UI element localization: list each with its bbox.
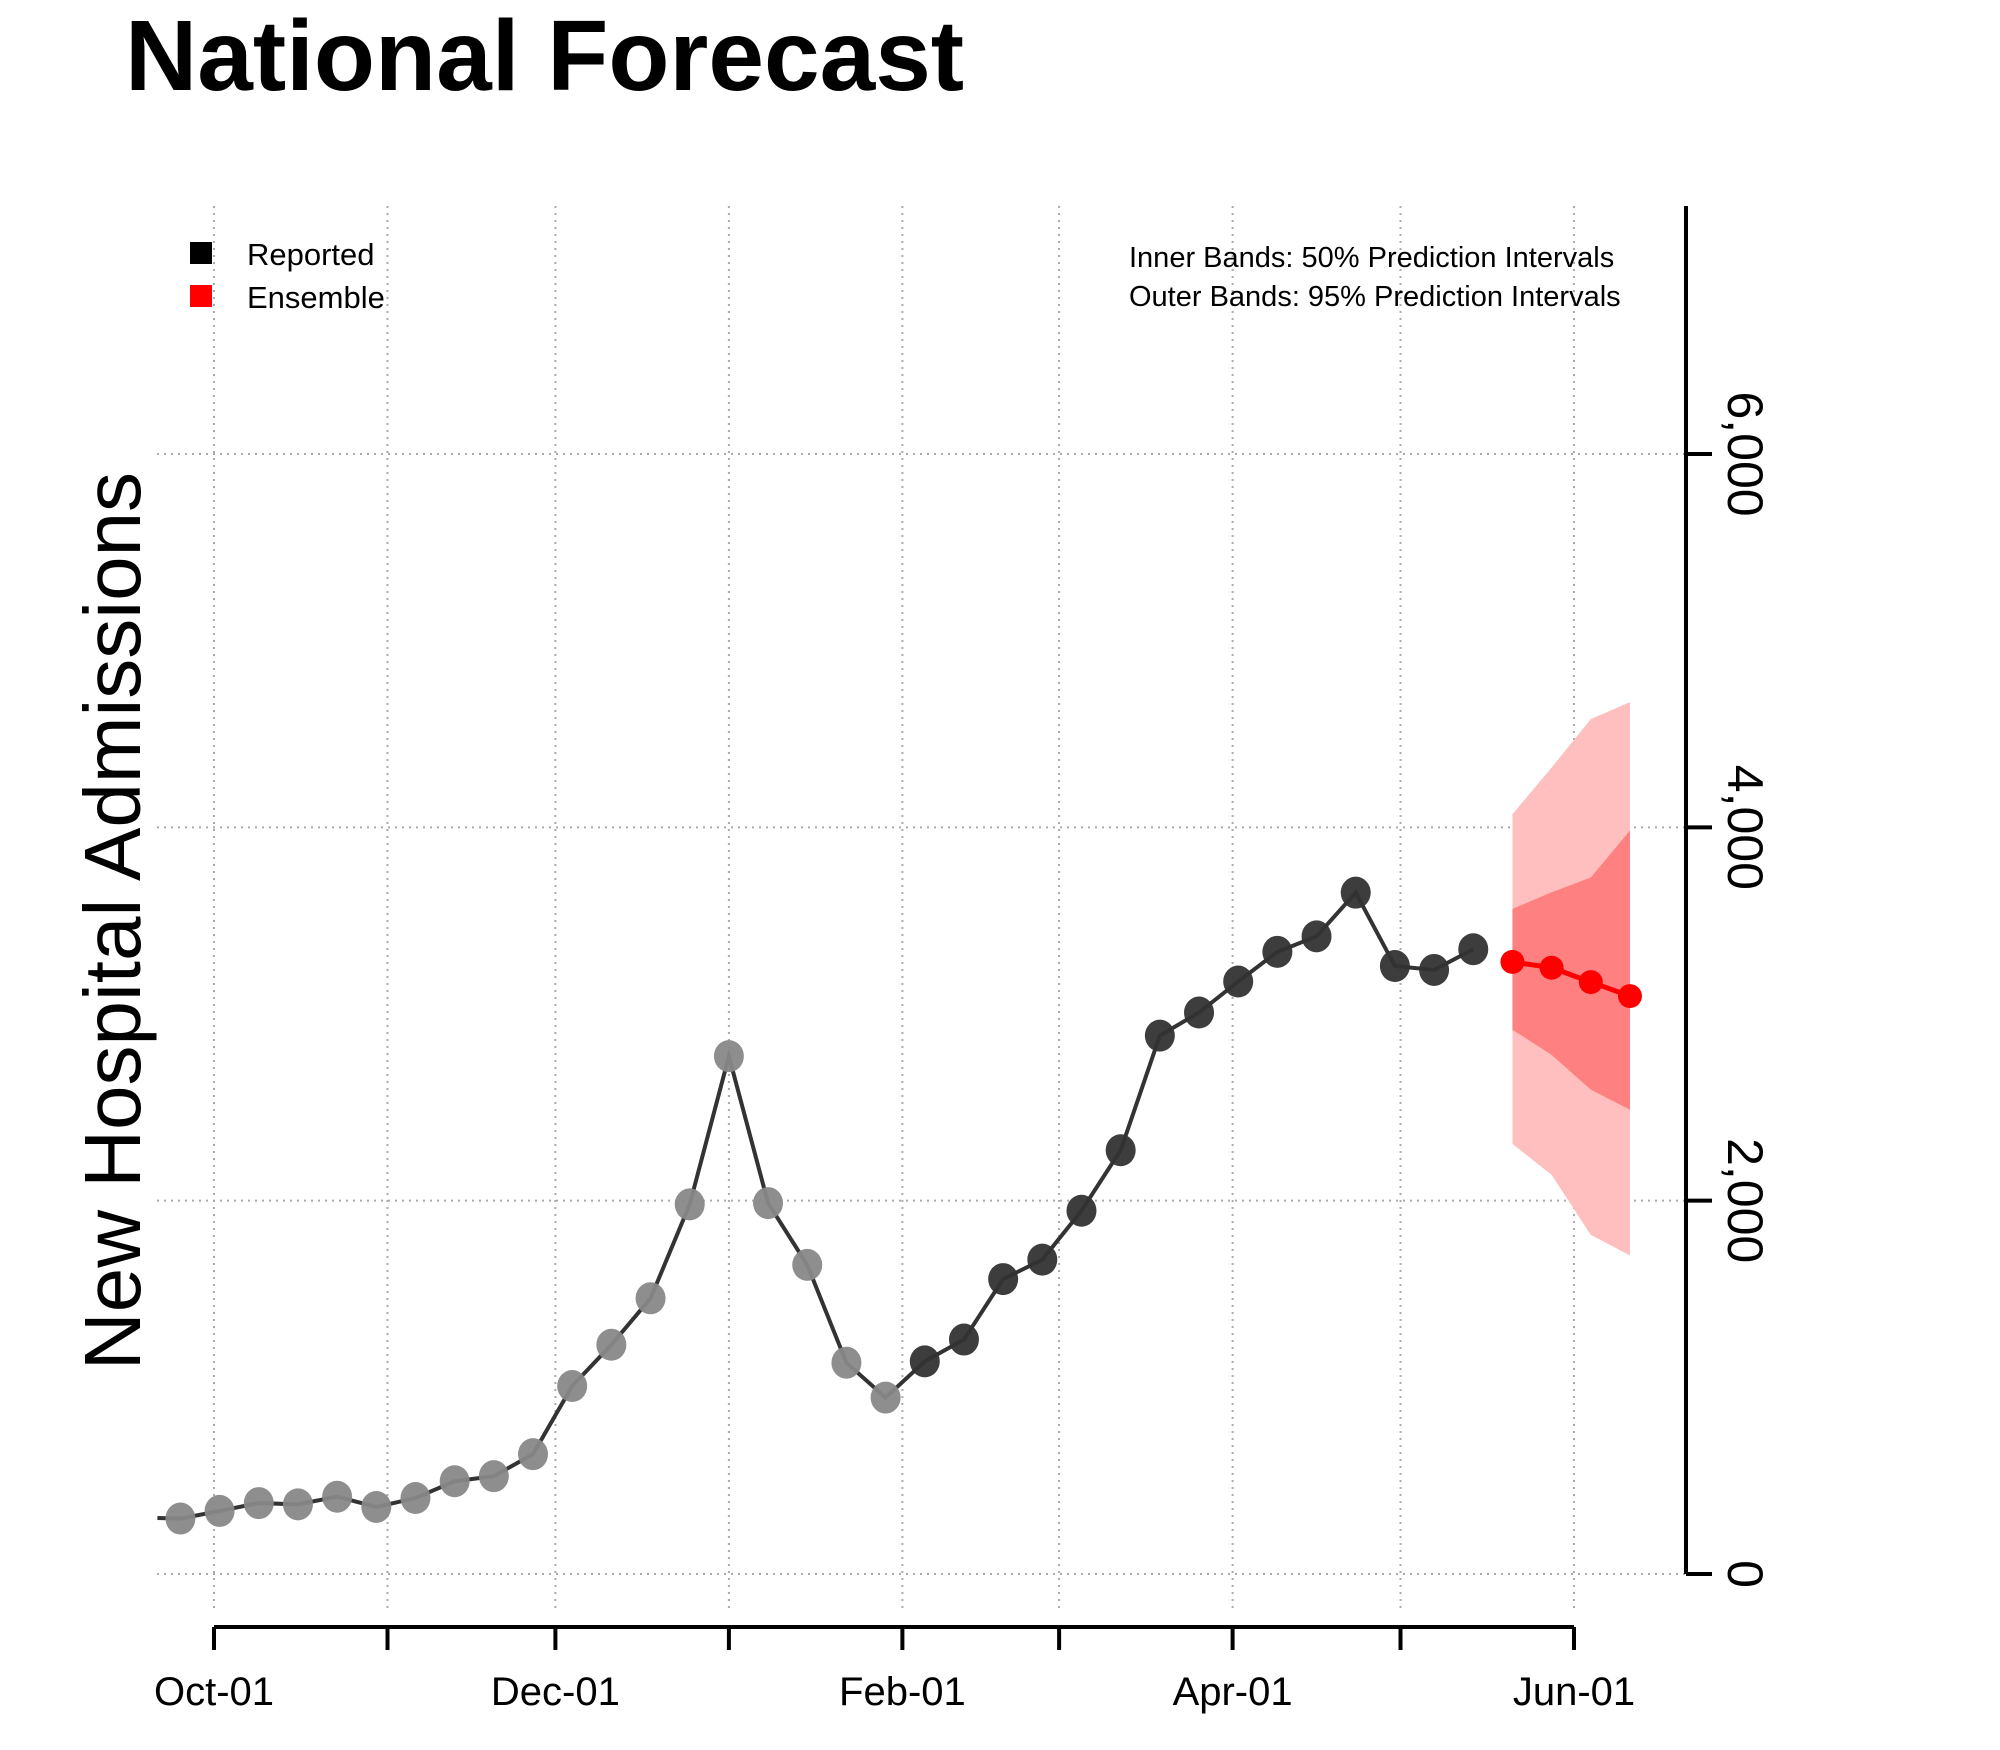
reported-point xyxy=(870,1381,901,1414)
ensemble-point xyxy=(1539,955,1564,980)
reported-point xyxy=(948,1323,979,1356)
reported-point xyxy=(1223,965,1254,998)
legend-swatch-ensemble xyxy=(190,285,212,307)
reported-point xyxy=(674,1188,705,1221)
reported-point xyxy=(753,1187,784,1220)
prediction-bands xyxy=(1512,702,1630,1256)
reported-point xyxy=(400,1482,431,1515)
reported-point xyxy=(204,1494,235,1527)
reported-point xyxy=(635,1282,666,1315)
reported-point xyxy=(1340,876,1371,909)
reported-point xyxy=(988,1263,1019,1296)
x-tick-label: Dec-01 xyxy=(491,1670,620,1714)
ensemble-point xyxy=(1500,949,1525,974)
reported-point xyxy=(792,1248,823,1281)
reported-line xyxy=(157,889,1475,1521)
y-axis-label: New Hospital Admissions xyxy=(68,472,157,1370)
ensemble-point xyxy=(1578,970,1603,995)
legend-label-reported: Reported xyxy=(247,237,375,272)
reported-point xyxy=(1262,935,1293,968)
x-tick-label: Oct-01 xyxy=(154,1670,274,1714)
axes: 0 2,000 4,000 6,000 Oct-01 Dec-01 Feb-01 Apr-01… xyxy=(154,206,1773,1714)
note-inner-bands: Inner Bands: 50% Prediction Intervals xyxy=(1129,242,1614,274)
reported-point xyxy=(439,1465,470,1498)
y-tick-label: 6,000 xyxy=(1717,391,1773,516)
reported-point xyxy=(1301,920,1332,953)
ensemble-point xyxy=(1617,984,1642,1009)
reported-point xyxy=(1458,933,1489,966)
x-tick-label: Jun-01 xyxy=(1513,1670,1635,1714)
grid xyxy=(157,206,1686,1611)
reported-point xyxy=(831,1346,862,1379)
reported-point xyxy=(478,1460,509,1493)
legend: Reported Ensemble xyxy=(190,237,385,315)
y-tick-label: 0 xyxy=(1717,1560,1773,1588)
reported-point xyxy=(282,1488,313,1521)
y-tick-label: 4,000 xyxy=(1717,765,1773,890)
reported-point xyxy=(1066,1194,1097,1227)
ensemble-line xyxy=(1512,959,1631,999)
chart-title: National Forecast xyxy=(125,0,964,112)
band-50-percent xyxy=(1512,830,1630,1110)
reported-point xyxy=(713,1040,744,1073)
x-tick-label: Feb-01 xyxy=(839,1670,966,1714)
reported-point xyxy=(1144,1019,1175,1052)
band-notes: Inner Bands: 50% Prediction Intervals Ou… xyxy=(1129,242,1621,313)
reported-point xyxy=(1027,1243,1058,1276)
reported-point xyxy=(557,1370,588,1403)
reported-point xyxy=(1105,1134,1136,1167)
x-tick-label: Apr-01 xyxy=(1173,1670,1293,1714)
legend-swatch-reported xyxy=(190,242,212,264)
legend-label-ensemble: Ensemble xyxy=(247,280,385,315)
reported-point xyxy=(909,1345,940,1378)
reported-point xyxy=(322,1480,353,1513)
reported-point xyxy=(1419,953,1450,986)
reported-point xyxy=(1184,996,1215,1029)
reported-point xyxy=(1379,950,1410,983)
reported-point xyxy=(165,1502,196,1535)
reported-point xyxy=(596,1328,627,1361)
y-tick-label: 2,000 xyxy=(1717,1138,1773,1263)
series xyxy=(157,876,1642,1535)
reported-point xyxy=(361,1490,392,1523)
reported-point xyxy=(518,1438,549,1471)
note-outer-bands: Outer Bands: 95% Prediction Intervals xyxy=(1129,281,1621,313)
reported-point xyxy=(243,1487,274,1520)
